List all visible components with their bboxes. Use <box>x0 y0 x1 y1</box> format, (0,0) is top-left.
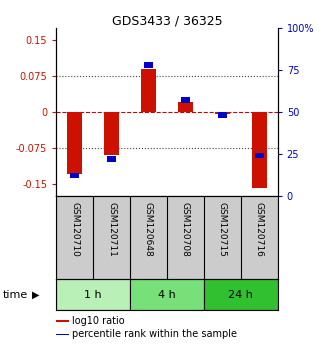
Title: GDS3433 / 36325: GDS3433 / 36325 <box>112 14 222 27</box>
Text: ▶: ▶ <box>32 290 39 299</box>
Text: GSM120711: GSM120711 <box>107 202 116 257</box>
Text: percentile rank within the sample: percentile rank within the sample <box>72 329 237 339</box>
Text: 4 h: 4 h <box>158 290 176 299</box>
Bar <box>218 113 227 118</box>
Text: GSM120648: GSM120648 <box>144 202 153 257</box>
Bar <box>252 112 266 188</box>
Bar <box>70 173 79 178</box>
Bar <box>255 153 264 158</box>
Text: GSM120715: GSM120715 <box>218 202 227 257</box>
Bar <box>181 97 190 103</box>
Bar <box>67 112 82 174</box>
Text: 24 h: 24 h <box>228 290 253 299</box>
Bar <box>144 62 153 68</box>
Bar <box>56 320 69 322</box>
Bar <box>107 156 116 162</box>
Text: time: time <box>3 290 29 299</box>
Bar <box>215 112 230 114</box>
Bar <box>104 112 119 155</box>
Bar <box>178 102 193 112</box>
Text: 1 h: 1 h <box>84 290 102 299</box>
Bar <box>56 334 69 335</box>
Bar <box>204 279 278 310</box>
Text: log10 ratio: log10 ratio <box>72 316 124 326</box>
Bar <box>130 279 204 310</box>
Text: GSM120710: GSM120710 <box>70 202 79 257</box>
Bar <box>56 279 130 310</box>
Bar <box>141 69 156 112</box>
Text: GSM120716: GSM120716 <box>255 202 264 257</box>
Text: GSM120708: GSM120708 <box>181 202 190 257</box>
